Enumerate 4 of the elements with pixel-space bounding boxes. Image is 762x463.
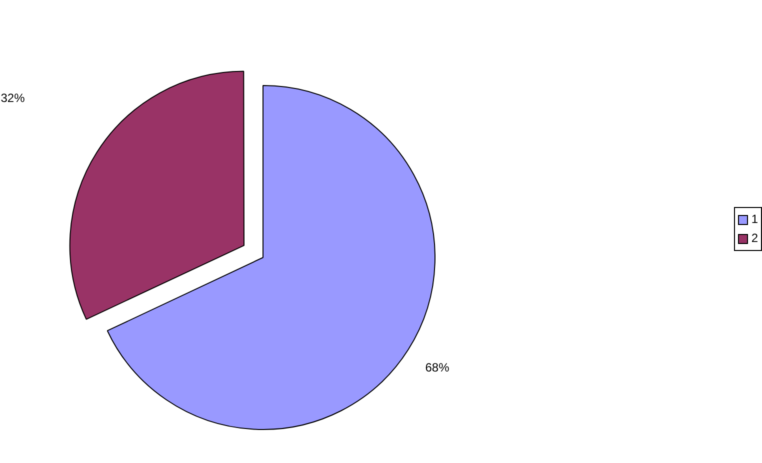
data-label: 32% — [0, 90, 26, 105]
legend-label: 1 — [751, 211, 758, 228]
legend-label: 2 — [751, 230, 758, 247]
data-label: 68% — [425, 360, 450, 374]
